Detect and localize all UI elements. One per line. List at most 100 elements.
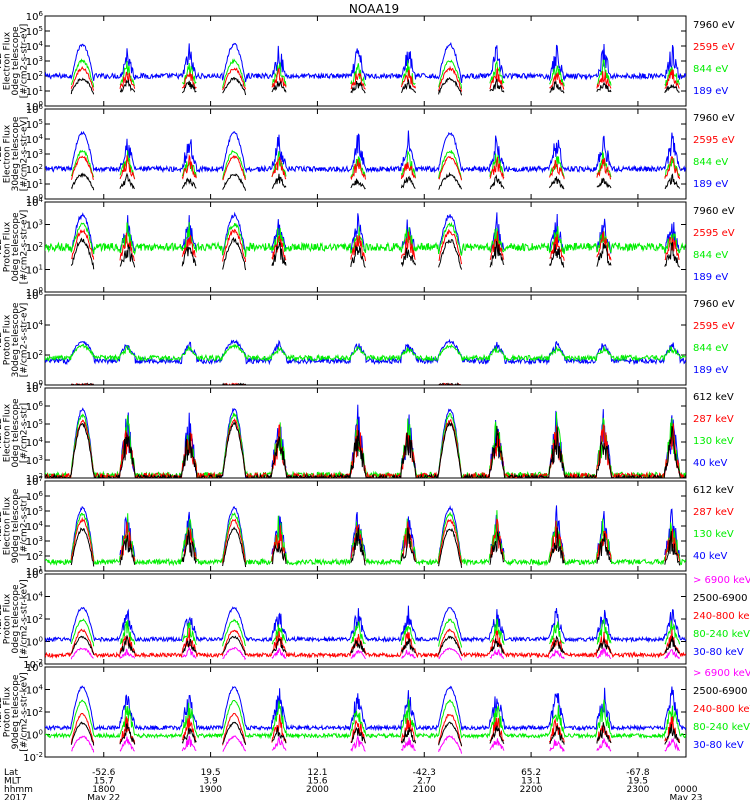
- y-tick-label: 104: [26, 133, 44, 146]
- y-tick-label: 104: [26, 591, 44, 604]
- y-tick-label: 102: [26, 706, 43, 719]
- legend-entry: > 6900 keV: [693, 668, 750, 679]
- time-axis-lat: -42.3: [413, 768, 436, 778]
- y-tick-label: 100: [26, 286, 43, 299]
- y-tick-label: 101: [26, 85, 43, 98]
- legend-entry: 130 keV: [693, 436, 734, 447]
- y-tick-label: 102: [26, 550, 43, 563]
- series-green: [45, 698, 686, 740]
- y-tick-label: 105: [26, 505, 43, 518]
- y-axis-label-line: [#/cm2-s-str]: [20, 496, 30, 556]
- series-magenta: [71, 734, 680, 754]
- y-axis-label-line: [#/cm2-s-str]: [20, 403, 30, 463]
- time-axis-hhmm: 2200: [520, 785, 543, 795]
- y-tick-label: 103: [26, 454, 43, 467]
- y-axis-label-line: TED: [0, 331, 4, 350]
- y-tick-label: 106: [26, 10, 44, 23]
- legend-entry: 844 eV: [693, 250, 728, 261]
- panel-frame: [44, 666, 687, 758]
- series-group: [45, 505, 686, 568]
- time-axis-lat: -52.6: [92, 768, 116, 778]
- legend-entry: 189 eV: [693, 179, 728, 190]
- time-axis-lat: -67.8: [626, 768, 650, 778]
- y-axis-label-line: Proton Flux: [3, 221, 13, 272]
- series-red: [70, 65, 680, 92]
- y-axis-label: TEDElectron Flux30deg telescope[#/cm2-s-…: [0, 116, 30, 191]
- y-axis-label-line: Proton Flux: [3, 593, 13, 644]
- y-axis-label-line: 0deg telescope: [11, 212, 21, 282]
- y-tick-label: 103: [26, 148, 43, 161]
- time-axis-hhmm: 0000: [675, 785, 698, 795]
- time-axis-lat: 19.5: [201, 768, 221, 778]
- y-axis-label-line: TED: [0, 238, 4, 257]
- series-group: [45, 41, 686, 96]
- series-magenta: [70, 646, 681, 661]
- series-group: [45, 338, 686, 385]
- y-tick-label: 101: [26, 178, 43, 191]
- series-red: [71, 228, 680, 265]
- y-tick-label: 102: [26, 70, 43, 83]
- legend-entry: 844 eV: [693, 157, 728, 168]
- time-axis-mlt: 3.9: [203, 777, 218, 787]
- series-black: [70, 76, 680, 96]
- series-group: [45, 130, 686, 191]
- time-axis-mlt: 19.5: [628, 777, 648, 787]
- series-green: [45, 221, 686, 258]
- legend-entry: 2500-6900: [693, 593, 748, 604]
- y-axis-label: MEPEDProton Flux90deg telescope[#/cm2-s-…: [0, 672, 30, 751]
- series-green: [45, 343, 686, 363]
- y-tick-label: 102: [26, 349, 43, 362]
- y-tick-label: 103: [26, 219, 43, 232]
- y-axis-label-line: [#/cm2-s-str-eV]: [20, 117, 30, 192]
- series-red: [70, 153, 681, 181]
- y-axis-label-line: Electron Flux: [3, 496, 13, 555]
- y-tick-label: 106: [26, 289, 44, 302]
- end-date-label: May 23: [670, 794, 703, 800]
- series-black: [70, 236, 681, 271]
- panel-5: 102 103 104 105 106 107 MEPEDElectron Flux0deg…: [0, 382, 734, 485]
- y-axis-label-line: MEPED: [0, 603, 4, 635]
- time-axis-hhmm: 1800: [92, 785, 115, 795]
- time-axis-hhmm: 1900: [199, 785, 222, 795]
- y-axis-label-line: [#/cm2-s-str-eV]: [20, 24, 30, 99]
- y-tick-label: 100: [26, 193, 43, 206]
- series-black: [70, 171, 681, 191]
- y-tick-label: 101: [26, 264, 43, 277]
- y-axis-label-line: TED: [0, 52, 4, 71]
- series-black: [70, 526, 681, 568]
- y-tick-label: 10-2: [23, 751, 43, 764]
- legend-entry: 130 keV: [693, 529, 734, 540]
- time-axis-mlt: 15.6: [307, 777, 327, 787]
- series-blue: [45, 41, 686, 83]
- y-axis-label-line: Electron Flux: [3, 403, 13, 462]
- y-tick-label: 107: [26, 475, 43, 488]
- y-tick-label: 102: [26, 613, 43, 626]
- y-axis-label-line: 0deg telescope: [11, 398, 21, 468]
- panel-frame: [44, 573, 687, 665]
- series-green: [45, 510, 686, 567]
- y-tick-label: 104: [26, 196, 44, 209]
- y-axis-label-line: 90deg telescope: [11, 488, 21, 563]
- time-axis-hhmm: 2100: [413, 785, 436, 795]
- legend-entry: 80-240 keV: [693, 722, 750, 733]
- y-tick-label: 102: [26, 472, 43, 485]
- y-tick-label: 106: [26, 400, 44, 413]
- legend-entry: 2595 eV: [693, 321, 735, 332]
- y-tick-label: 102: [26, 163, 43, 176]
- time-axis-row-label: MLT: [4, 777, 22, 787]
- legend-entry: 2595 eV: [693, 42, 735, 53]
- y-tick-label: 100: [26, 729, 43, 742]
- y-tick-label: 103: [26, 55, 43, 68]
- series-blue: [45, 685, 686, 732]
- y-tick-label: 104: [26, 40, 44, 53]
- y-tick-label: 10-2: [23, 658, 43, 671]
- time-axis-mlt: 2.7: [417, 777, 431, 787]
- series-group: [45, 211, 686, 271]
- y-tick-label: 106: [26, 490, 44, 503]
- y-axis-label-line: MEPED: [0, 510, 4, 542]
